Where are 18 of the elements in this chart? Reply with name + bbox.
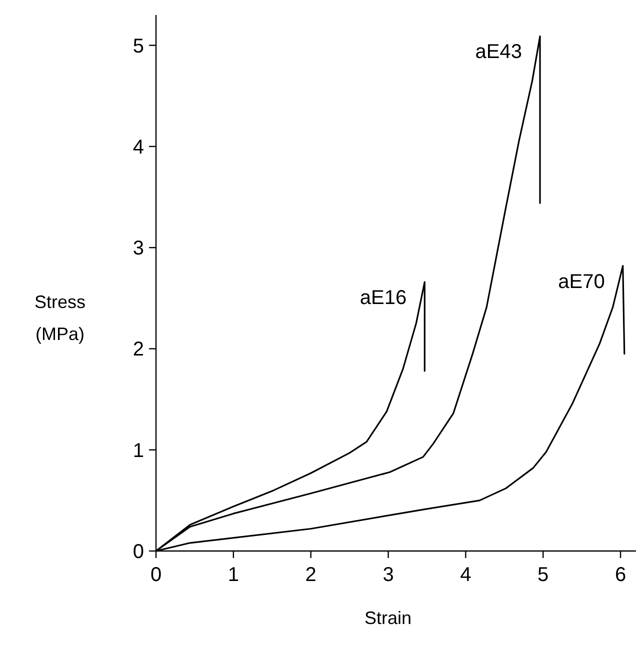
y-tick-label: 4	[132, 136, 144, 158]
x-tick-label: 3	[382, 564, 394, 586]
series-label: aE70	[558, 270, 605, 293]
y-axis-title: Stress (MPa)	[34, 292, 86, 344]
y-tick-label: 0	[132, 541, 144, 563]
x-tick-label: 1	[228, 564, 239, 586]
x-tick-label: 4	[460, 564, 472, 586]
y-tick-label: 2	[132, 338, 144, 361]
x-tick-label: 6	[614, 564, 626, 586]
x-tick-label: 2	[305, 564, 316, 586]
series-label: aE43	[475, 41, 522, 64]
series-label: aE16	[360, 286, 407, 309]
x-axis-title: Strain	[364, 608, 412, 628]
x-tick-label: 5	[538, 564, 549, 586]
x-tick-label: 0	[150, 564, 162, 586]
y-tick-label: 3	[132, 238, 144, 260]
y-tick-label: 1	[132, 440, 144, 462]
y-tick-label: 5	[132, 35, 144, 58]
